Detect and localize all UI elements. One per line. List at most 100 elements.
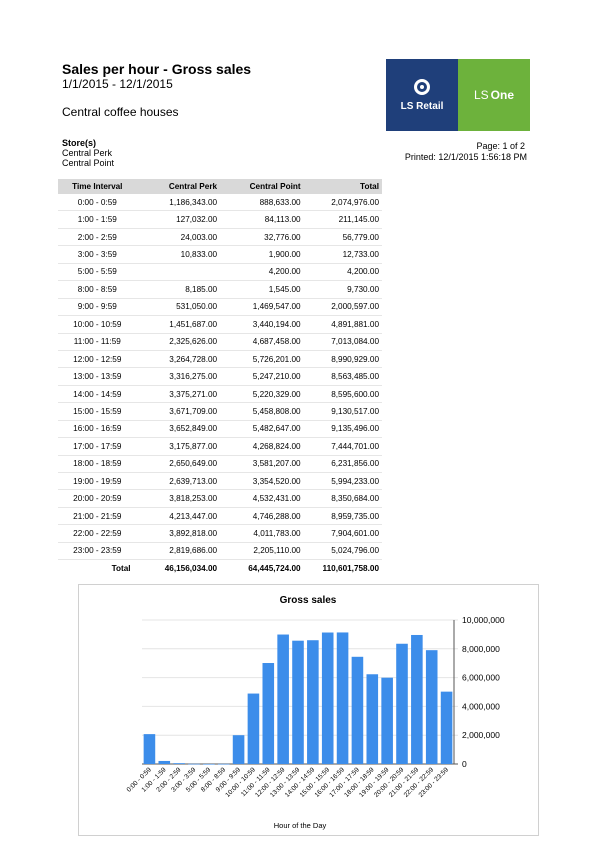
y-tick-label: 6,000,000 <box>462 673 500 683</box>
cell-central-point: 2,205,110.00 <box>220 542 304 561</box>
cell-central-point: 4,532,431.00 <box>220 489 304 508</box>
y-tick-label: 2,000,000 <box>462 730 500 740</box>
cell-interval: 1:00 - 1:59 <box>58 210 137 229</box>
bar <box>381 677 393 764</box>
table-row: 5:00 - 5:59 4,200.00 4,200.00 <box>58 263 382 282</box>
bar <box>188 763 200 765</box>
cell-total: 7,444,701.00 <box>303 437 382 456</box>
cell-central-point: 5,482,647.00 <box>220 420 304 439</box>
cell-total: 2,000,597.00 <box>303 298 382 317</box>
cell-central-perk: 24,003.00 <box>136 228 221 247</box>
table-row: 19:00 - 19:59 2,639,713.00 3,354,520.00 5,9… <box>58 472 382 491</box>
cell-interval: 15:00 - 15:59 <box>58 402 137 421</box>
table-row: 9:00 - 9:59 531,050.00 1,469,547.00 2,000,5… <box>58 298 382 317</box>
bar <box>336 632 349 764</box>
cell-central-perk: 3,316,275.00 <box>136 367 221 386</box>
cell-central-perk: 1,451,687.00 <box>136 315 221 334</box>
cell-central-point: 4,011,783.00 <box>220 524 304 543</box>
chart-title: Gross sales <box>280 595 337 606</box>
cell-total: 6,231,856.00 <box>303 455 382 474</box>
cell-central-point: 888,633.00 <box>220 194 304 212</box>
cell-central-point: 4,746,288.00 <box>220 507 304 526</box>
report-title: Sales per hour - Gross sales <box>62 61 252 77</box>
cell-central-point: 5,247,210.00 <box>220 367 304 386</box>
cell-interval: 20:00 - 20:59 <box>58 489 137 508</box>
cell-interval: 0:00 - 0:59 <box>58 194 137 212</box>
table-row: 23:00 - 23:59 2,819,686.00 2,205,110.00 5,0… <box>58 542 382 561</box>
total-central-perk: 46,156,034.00 <box>164 563 218 573</box>
bar <box>158 760 171 764</box>
table-total-row: Total 46,156,034.00 64,445,724.00 110,601,7… <box>58 560 382 577</box>
bar <box>321 632 334 764</box>
cell-interval: 16:00 - 16:59 <box>58 420 137 439</box>
total-all: 110,601,758.00 <box>322 563 379 573</box>
cell-central-point: 3,581,207.00 <box>220 455 304 474</box>
cell-total: 56,779.00 <box>303 228 382 247</box>
cell-total: 7,013,084.00 <box>303 333 382 351</box>
table-row: 15:00 - 15:59 3,671,709.00 5,458,808.00 9,1… <box>58 402 382 421</box>
logo-left-panel: LS Retail <box>386 59 458 131</box>
cell-total: 4,200.00 <box>303 263 382 282</box>
cell-central-perk: 3,652,849.00 <box>136 420 221 439</box>
bar <box>440 691 453 764</box>
bar <box>396 643 408 764</box>
printed-timestamp: Printed: 12/1/2015 1:56:18 PM <box>404 152 527 162</box>
cell-central-perk: 1,186,343.00 <box>136 194 221 212</box>
bar <box>307 640 319 764</box>
cell-interval: 17:00 - 17:59 <box>58 437 137 456</box>
cell-total: 12,733.00 <box>303 245 382 264</box>
table-row: 13:00 - 13:59 3,316,275.00 5,247,210.00 8,5… <box>58 367 382 386</box>
cell-central-point: 1,469,547.00 <box>220 298 304 317</box>
store-item: Central Point <box>62 158 115 168</box>
table-row: 11:00 - 11:59 2,325,626.00 4,687,458.00 7,0… <box>58 333 382 351</box>
bar <box>173 763 185 764</box>
table-row: 17:00 - 17:59 3,175,877.00 4,268,824.00 7,4… <box>58 437 382 456</box>
bar <box>351 656 364 764</box>
table-row: 3:00 - 3:59 10,833.00 1,900.00 12,733.00 <box>58 245 382 264</box>
y-tick-label: 10,000,000 <box>462 615 505 625</box>
cell-total: 8,350,684.00 <box>303 489 382 508</box>
bar <box>277 634 289 764</box>
bar <box>247 693 260 764</box>
cell-interval: 12:00 - 12:59 <box>58 350 137 369</box>
logo-right-text-a: LS <box>473 88 489 102</box>
bar <box>232 735 245 764</box>
table-row: 12:00 - 12:59 3,264,728.00 5,726,201.00 8,9… <box>58 350 382 369</box>
table-row: 2:00 - 2:59 24,003.00 32,776.00 56,779.00 <box>58 228 382 247</box>
cell-central-perk: 3,375,271.00 <box>136 385 221 404</box>
cell-central-perk: 2,325,626.00 <box>136 333 221 351</box>
stores-label: Store(s) <box>62 138 97 148</box>
cell-total: 9,730.00 <box>303 280 382 299</box>
cell-total: 4,891,881.00 <box>303 315 382 334</box>
table-row: 21:00 - 21:59 4,213,447.00 4,746,288.00 8,9… <box>58 507 382 526</box>
cell-interval: 19:00 - 19:59 <box>58 472 137 491</box>
cell-interval: 5:00 - 5:59 <box>58 263 137 282</box>
cell-central-point: 3,440,194.00 <box>220 315 304 334</box>
page-info: Page: 1 of 2 <box>476 141 525 151</box>
column-header: Total <box>303 179 382 194</box>
sales-table: Time Interval Central Perk Central Point… <box>58 179 382 577</box>
chart-frame <box>78 584 539 836</box>
cell-total: 8,595,600.00 <box>303 385 382 404</box>
cell-central-point: 84,113.00 <box>220 210 304 229</box>
cell-central-perk: 2,819,686.00 <box>136 542 221 561</box>
column-header: Time Interval <box>58 179 137 194</box>
cell-central-perk: 531,050.00 <box>136 298 221 317</box>
cell-interval: 3:00 - 3:59 <box>58 245 137 264</box>
cell-central-point: 1,545.00 <box>220 280 304 299</box>
table-row: 10:00 - 10:59 1,451,687.00 3,440,194.00 4,8… <box>58 315 382 334</box>
total-label: Total <box>111 563 131 573</box>
table-row: 18:00 - 18:59 2,650,649.00 3,581,207.00 6,2… <box>58 455 382 474</box>
cell-central-point: 3,354,520.00 <box>220 472 304 491</box>
date-range: 1/1/2015 - 12/1/2015 <box>62 77 173 91</box>
y-tick-label: 0 <box>462 759 467 769</box>
table-header-row: Time Interval Central Perk Central Point… <box>58 179 382 194</box>
bar <box>411 634 423 764</box>
bar <box>425 650 438 764</box>
cell-total: 5,994,233.00 <box>303 472 382 491</box>
column-header: Central Point <box>220 179 304 194</box>
cell-central-perk: 4,213,447.00 <box>136 507 221 526</box>
cell-central-point: 4,687,458.00 <box>220 333 304 351</box>
cell-total: 211,145.00 <box>303 210 382 229</box>
company-name: Central coffee houses <box>62 105 179 119</box>
